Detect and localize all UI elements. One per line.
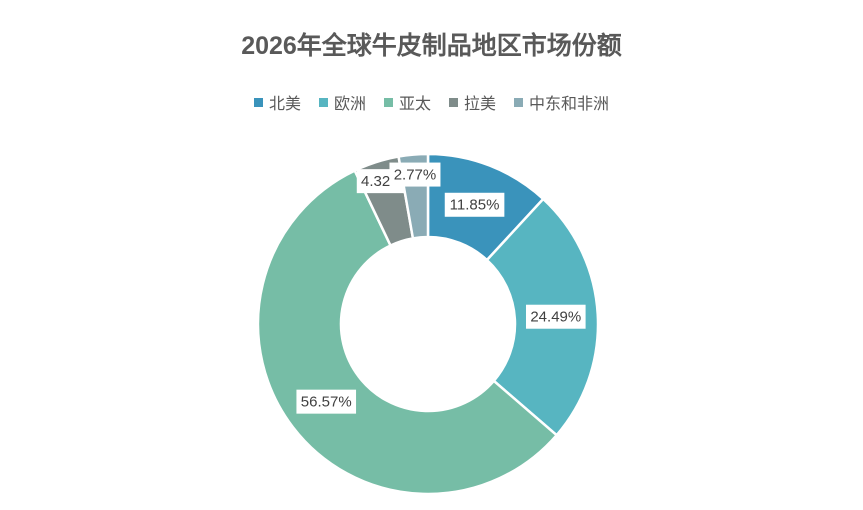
data-label-bg xyxy=(525,304,586,329)
data-label: 11.85% xyxy=(450,197,500,214)
legend-label: 欧洲 xyxy=(333,96,366,113)
legend-item: 中东和非洲 xyxy=(514,90,609,114)
legend-item: 亚太 xyxy=(383,90,431,114)
data-label-bg xyxy=(389,162,441,187)
legend-label: 中东和非洲 xyxy=(529,96,610,113)
legend: 北美 欧洲 亚太 拉美 中东和非洲 xyxy=(0,90,863,114)
legend-swatch xyxy=(449,97,458,107)
data-label: 56.57% xyxy=(301,394,352,411)
legend-label: 亚太 xyxy=(398,96,431,113)
legend-swatch xyxy=(253,97,263,107)
data-label-bg xyxy=(444,192,505,217)
legend-label: 拉美 xyxy=(464,96,497,113)
legend-item: 拉美 xyxy=(449,90,496,114)
chart-title: 2026年全球牛皮制品地区市场份额 xyxy=(241,32,622,60)
data-label-bg xyxy=(296,389,357,414)
legend-swatch xyxy=(318,97,328,107)
legend-swatch xyxy=(383,97,393,107)
data-label: 24.49% xyxy=(530,309,581,326)
legend-item: 欧洲 xyxy=(318,90,366,114)
legend-label: 北美 xyxy=(268,96,301,113)
data-label: 2.77% xyxy=(394,167,437,184)
legend-swatch xyxy=(514,97,524,107)
legend-item: 北美 xyxy=(253,90,301,114)
